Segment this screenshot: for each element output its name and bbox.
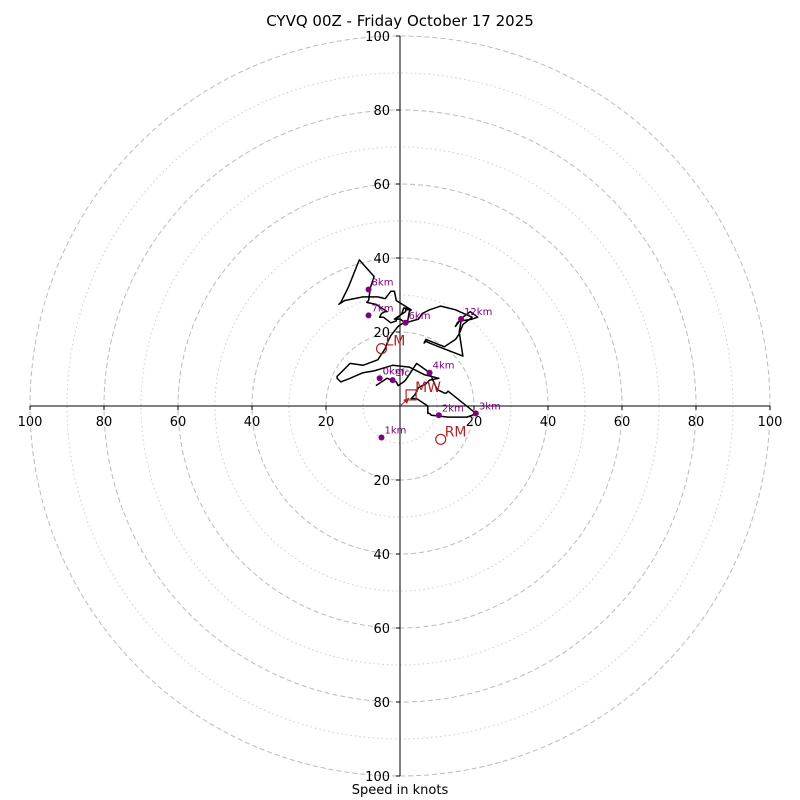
tick-label-left: 80 [96,415,113,430]
height-point-6km [402,319,409,326]
tick-label-right: 80 [688,415,705,430]
tick-label-right: 20 [466,415,483,430]
height-label-6km: 6km [409,311,431,322]
height-point-sfc [389,377,396,384]
mean-wind-arrowhead [403,397,410,404]
tick-label-bottom: 40 [373,548,390,563]
height-point-3km [472,410,479,417]
height-label-2km: 2km [442,403,464,414]
height-point-4km [426,369,433,376]
height-point-8km [365,286,372,293]
height-label-0km: 0km [383,366,405,377]
height-label-12km: 12km [464,307,492,318]
height-label-7km: 7km [372,303,394,314]
height-label-1km: 1km [385,425,407,436]
tick-label-right: 100 [758,415,783,430]
tick-label-left: 100 [18,415,43,430]
tick-label-top: 100 [365,30,390,45]
motion-label-LM: LM [386,334,406,350]
motion-label-RM: RM [445,424,467,440]
tick-label-bottom: 20 [373,474,390,489]
motion-marker-MW [405,389,417,401]
tick-label-bottom: 80 [373,696,390,711]
tick-label-top: 80 [373,104,390,119]
motion-marker-LM [375,343,388,355]
tick-label-left: 20 [318,415,335,430]
height-point-2km [435,412,442,419]
motion-marker-RM [435,433,447,445]
height-point-1km [378,434,385,441]
tick-label-top: 60 [373,178,390,193]
tick-label-top: 40 [373,252,390,267]
height-label-3km: 3km [479,401,501,412]
height-label-sfc: sfc [396,368,410,379]
height-label-8km: 8km [372,277,394,288]
tick-label-top: 20 [373,326,390,341]
tick-label-bottom: 60 [373,622,390,637]
hodograph-line [336,259,479,418]
height-point-12km [458,316,465,323]
height-point-0km [376,375,383,382]
tick-label-left: 40 [244,415,261,430]
motion-label-MW: MW [415,380,441,396]
chart-title: CYVQ 00Z - Friday October 17 2025 [266,12,534,30]
tick-label-left: 60 [170,415,187,430]
height-point-7km [365,312,372,319]
tick-label-bottom: 100 [365,770,390,785]
height-label-4km: 4km [433,361,455,372]
x-axis-label: Speed in knots [351,783,449,798]
tick-label-right: 40 [540,415,557,430]
tick-label-right: 60 [614,415,631,430]
